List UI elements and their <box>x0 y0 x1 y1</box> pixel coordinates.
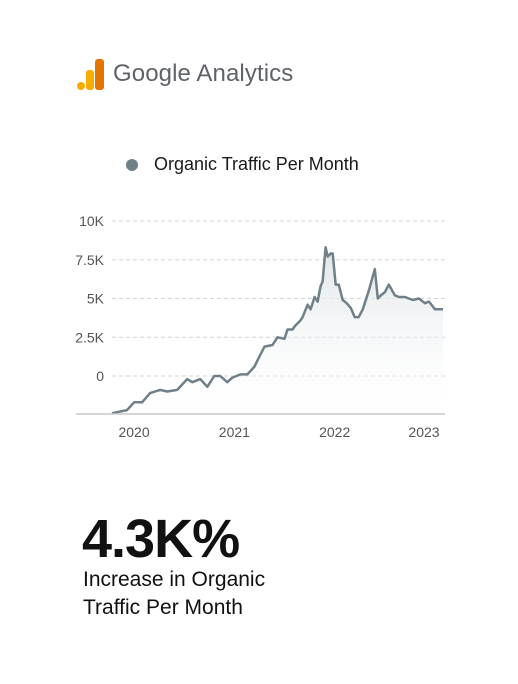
y-tick-label: 10K <box>79 213 105 229</box>
traffic-line <box>111 246 443 415</box>
logo-text: Google Analytics <box>113 60 294 87</box>
logo-bar-medium <box>86 70 94 90</box>
y-tick-label: 7.5K <box>75 252 104 268</box>
chart-legend: Organic Traffic Per Month <box>126 154 359 175</box>
caption-line-1: Increase in Organic <box>83 568 266 591</box>
x-tick-label: 2023 <box>408 424 439 440</box>
legend-label: Organic Traffic Per Month <box>154 154 359 174</box>
analytics-logo-icon <box>77 58 105 90</box>
headline-stat: 4.3K% <box>82 509 240 569</box>
google-analytics-logo: Google Analytics <box>77 58 293 90</box>
traffic-area <box>112 247 443 414</box>
caption-line-2: Traffic Per Month <box>83 596 243 619</box>
y-tick-label: 2.5K <box>75 329 104 345</box>
legend-marker <box>126 158 138 171</box>
x-tick-label: 2022 <box>319 424 350 440</box>
logo-bar-large <box>95 59 104 90</box>
x-tick-label: 2020 <box>118 424 149 440</box>
logo-bar-small <box>77 82 85 90</box>
traffic-chart: 0 2.5K 5K 7.5K 10K 2020 2021 2022 2023 <box>75 213 445 440</box>
y-tick-label: 0 <box>96 368 104 384</box>
y-tick-label: 5K <box>87 291 105 307</box>
x-tick-label: 2021 <box>219 424 250 440</box>
headline-caption: Increase in Organic Traffic Per Month <box>83 566 265 622</box>
